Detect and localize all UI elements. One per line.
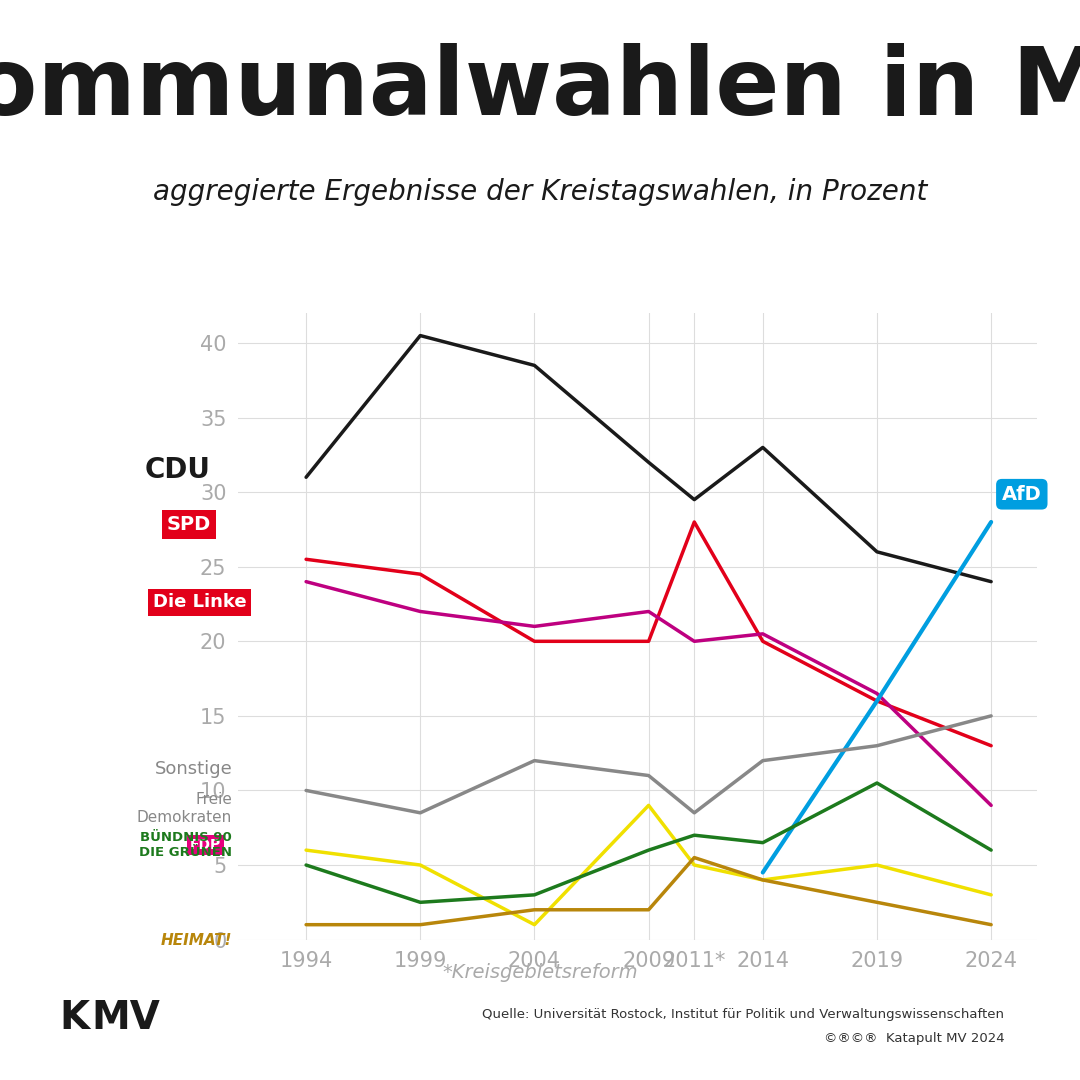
Text: CDU: CDU [145,456,211,484]
Text: HEIMAT!: HEIMAT! [161,933,232,948]
Text: AfD: AfD [1002,485,1042,503]
Text: ©®©®  Katapult MV 2024: ©®©® Katapult MV 2024 [824,1032,1004,1045]
Text: MV: MV [92,999,161,1037]
Text: FDP: FDP [190,838,220,852]
Text: Sonstige: Sonstige [154,759,232,778]
Text: Freie
Demokraten: Freie Demokraten [137,793,232,825]
Text: BÜNDNIS 90
DIE GRÜNEN: BÜNDNIS 90 DIE GRÜNEN [139,832,232,860]
Text: Die Linke: Die Linke [153,593,246,611]
Text: K: K [59,999,90,1037]
Text: Kommunalwahlen in MV: Kommunalwahlen in MV [0,43,1080,135]
Text: SPD: SPD [167,515,211,535]
Text: *Kreisgebietsreform: *Kreisgebietsreform [442,963,638,983]
Text: aggregierte Ergebnisse der Kreistagswahlen, in Prozent: aggregierte Ergebnisse der Kreistagswahl… [152,178,928,206]
Text: Quelle: Universität Rostock, Institut für Politik und Verwaltungswissenschaften: Quelle: Universität Rostock, Institut fü… [483,1008,1004,1021]
